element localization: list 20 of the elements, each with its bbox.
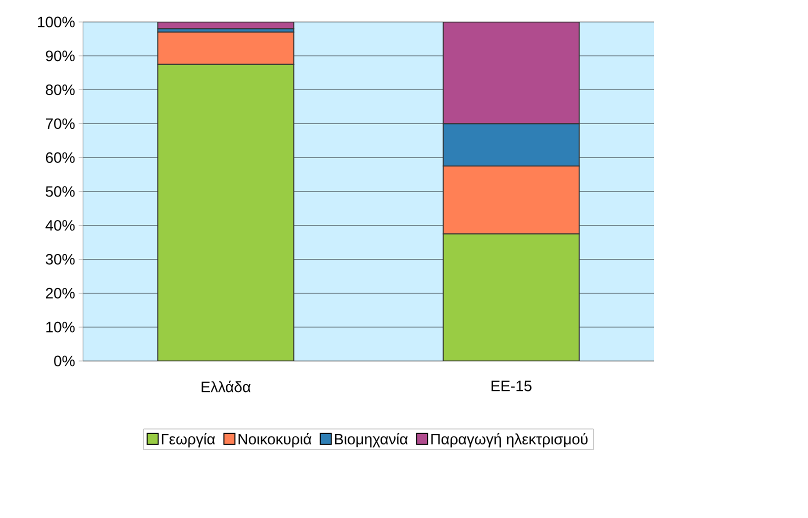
x-tick-label: ΕΕ-15 [492, 380, 532, 392]
y-tick-label: 90% [46, 50, 75, 62]
y-tick-label: 100% [38, 16, 75, 28]
legend-label: Βιομηχανία [335, 432, 408, 448]
bar [157, 64, 294, 361]
legend-label: Γεωργία [162, 432, 215, 448]
bar [442, 22, 580, 124]
legend-label: Παραγωγή ηλεκτρισμού [431, 432, 588, 448]
y-tick-label: 40% [46, 220, 75, 231]
y-tick-label: 20% [46, 288, 75, 298]
bar [442, 233, 580, 361]
y-tick-label: 60% [46, 152, 75, 163]
y-tick-label: 0% [54, 356, 75, 366]
y-tick-label: 70% [46, 118, 75, 129]
y-tick-label: 50% [46, 186, 75, 197]
y-tick-label: 80% [46, 84, 75, 96]
y-tick-label: 30% [46, 254, 75, 265]
x-tick-label: Ελλάδα [202, 380, 251, 392]
legend-label: Νοικοκυριά [238, 432, 312, 448]
y-tick-label: 10% [46, 322, 75, 332]
